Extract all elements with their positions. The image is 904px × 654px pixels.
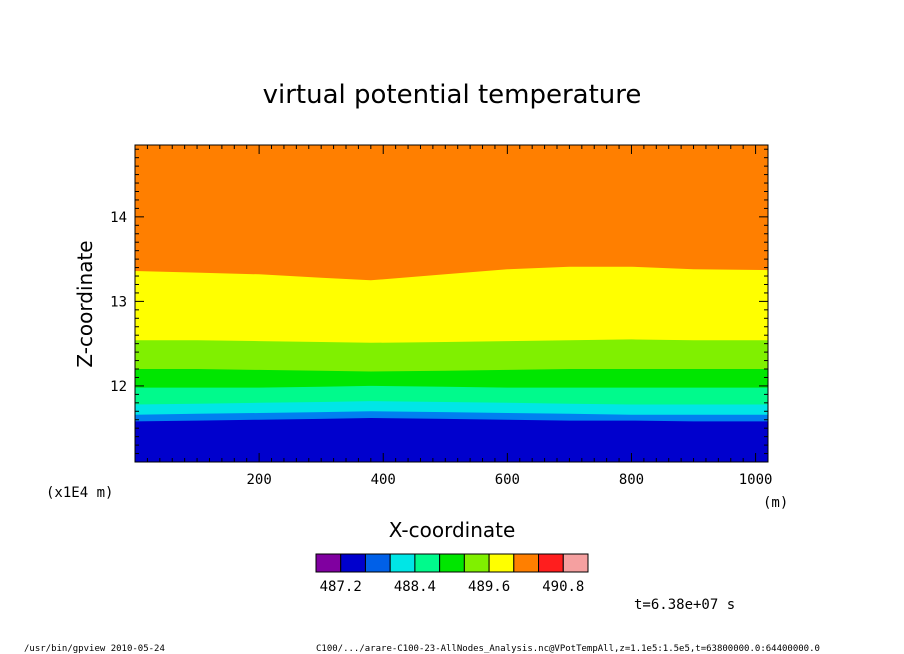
colorbar-swatch [488, 553, 515, 573]
colorbar-label: 487.2 [320, 579, 362, 595]
contour-band [135, 418, 768, 462]
chart-title: virtual potential temperature [263, 80, 642, 110]
x-tick-label: 600 [495, 472, 520, 488]
x-tick-labels: 200 400 600 800 1000 [246, 472, 772, 488]
footer-right: C100/.../arare-C100-23-AllNodes_Analysis… [316, 644, 820, 654]
y-axis-label: Z-coordinate [73, 240, 97, 367]
colorbar-swatch [315, 553, 342, 573]
colorbar-swatch [340, 553, 366, 573]
y-tick-label: 12 [110, 379, 127, 395]
colorbar-swatch [463, 553, 490, 573]
colorbar-swatch [389, 553, 416, 573]
y-tick-label: 14 [110, 210, 127, 226]
x-tick-label: 800 [619, 472, 644, 488]
time-label: t=6.38e+07 s [634, 597, 735, 613]
colorbar-swatch [513, 553, 540, 573]
colorbar-swatch [439, 553, 465, 573]
x-tick-label: 200 [246, 472, 271, 488]
colorbar-label: 489.6 [468, 579, 510, 595]
colorbar-swatch [538, 553, 564, 573]
y-unit-label: (x1E4 m) [46, 485, 113, 501]
colorbar-label: 488.4 [394, 579, 436, 595]
footer-left: /usr/bin/gpview 2010-05-24 [24, 644, 165, 654]
plot-frame [134, 144, 769, 463]
x-axis-label: X-coordinate [389, 518, 516, 542]
x-tick-label: 400 [371, 472, 396, 488]
y-tick-labels: 12 13 14 [110, 210, 127, 395]
contour-bands [135, 145, 768, 462]
x-unit-label: (m) [763, 495, 788, 511]
axis-ticks [135, 145, 769, 463]
x-tick-label: 1000 [739, 472, 773, 488]
colorbar [315, 553, 589, 573]
colorbar-swatch [562, 553, 589, 573]
colorbar-labels: 487.2 488.4 489.6 490.8 [320, 579, 585, 595]
colorbar-label: 490.8 [542, 579, 584, 595]
y-tick-label: 13 [110, 294, 127, 310]
colorbar-swatch [364, 553, 391, 573]
colorbar-swatch [414, 553, 441, 573]
